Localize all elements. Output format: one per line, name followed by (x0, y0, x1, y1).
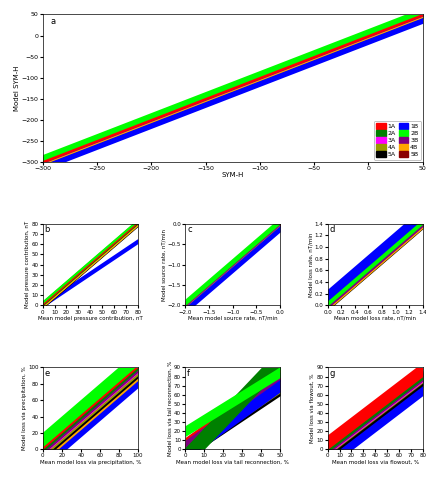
Text: e: e (44, 369, 50, 378)
Text: c: c (187, 225, 191, 234)
X-axis label: Mean model loss rate, nT/min: Mean model loss rate, nT/min (334, 316, 415, 321)
Legend: 1A, 2A, 3A, 4A, 5A, 1B, 2B, 3B, 4B, 5B: 1A, 2A, 3A, 4A, 5A, 1B, 2B, 3B, 4B, 5B (373, 121, 420, 160)
Y-axis label: Model loss via flowout, %: Model loss via flowout, % (309, 373, 314, 443)
X-axis label: SYM-H: SYM-H (221, 172, 243, 178)
Text: b: b (44, 225, 50, 234)
Text: a: a (50, 17, 55, 27)
Text: d: d (329, 225, 334, 234)
Y-axis label: Model pressure contribution, nT: Model pressure contribution, nT (25, 221, 30, 308)
X-axis label: Mean model source rate, nT/min: Mean model source rate, nT/min (187, 316, 277, 321)
X-axis label: Mean model loss via flowout, %: Mean model loss via flowout, % (331, 460, 418, 465)
X-axis label: Mean model loss via tail reconnection, %: Mean model loss via tail reconnection, % (176, 460, 288, 465)
X-axis label: Mean model pressure contribution, nT: Mean model pressure contribution, nT (38, 316, 142, 321)
Y-axis label: Model source rate, nT/min: Model source rate, nT/min (161, 228, 166, 300)
Y-axis label: Model SYM-H: Model SYM-H (14, 65, 20, 111)
Y-axis label: Model loss via tail reconnection, %: Model loss via tail reconnection, % (167, 361, 172, 456)
Text: g: g (329, 369, 334, 378)
X-axis label: Mean model loss via precipitation, %: Mean model loss via precipitation, % (40, 460, 141, 465)
Y-axis label: Model loss rate, nT/min: Model loss rate, nT/min (308, 232, 313, 297)
Text: f: f (187, 369, 190, 378)
Y-axis label: Model loss via precipitation, %: Model loss via precipitation, % (22, 367, 26, 450)
